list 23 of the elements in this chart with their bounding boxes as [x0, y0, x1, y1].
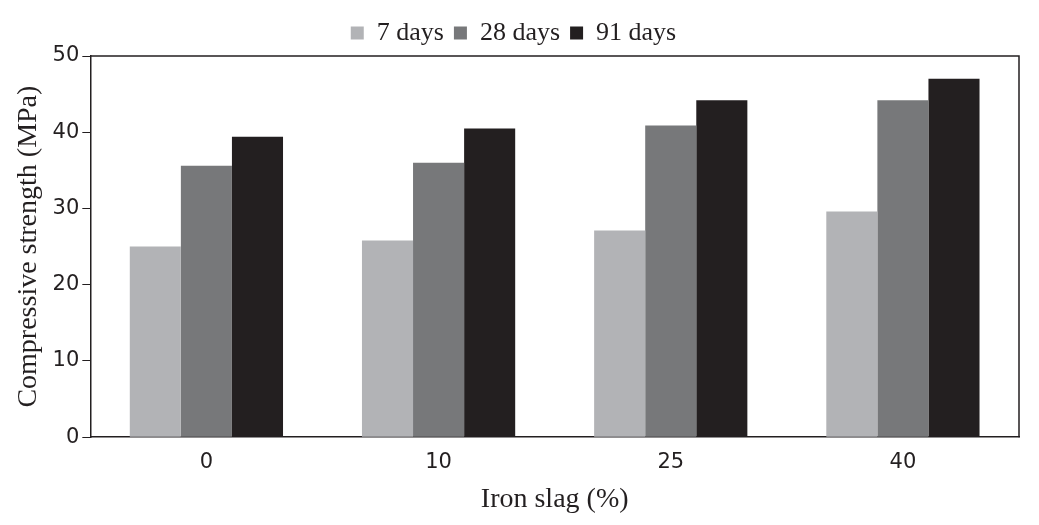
- x-tick-label: 10: [425, 449, 452, 474]
- legend-label: 7 days: [376, 16, 444, 46]
- bar: [180, 165, 232, 437]
- x-tick-label: 25: [657, 449, 685, 474]
- x-axis-title: Iron slag (%): [480, 481, 629, 513]
- bar: [361, 240, 414, 437]
- y-tick-label: 10: [52, 347, 80, 372]
- legend-label: 91 days: [596, 16, 677, 46]
- bar: [129, 246, 181, 437]
- y-tick-label: 20: [52, 271, 80, 296]
- bar: [877, 100, 929, 437]
- y-axis-title: Compressive strength (MPa): [11, 85, 43, 408]
- y-tick-label: 50: [52, 42, 80, 67]
- x-tick-label: 40: [889, 449, 917, 474]
- bar: [413, 162, 465, 437]
- y-tick-label: 30: [52, 194, 80, 219]
- x-tick-label: 0: [199, 449, 214, 474]
- legend-label: 28 days: [479, 16, 561, 46]
- y-tick-label: 0: [65, 423, 80, 448]
- y-tick-label: 40: [52, 118, 80, 143]
- bar: [645, 125, 697, 437]
- bar: [826, 211, 878, 437]
- bar: [594, 230, 646, 437]
